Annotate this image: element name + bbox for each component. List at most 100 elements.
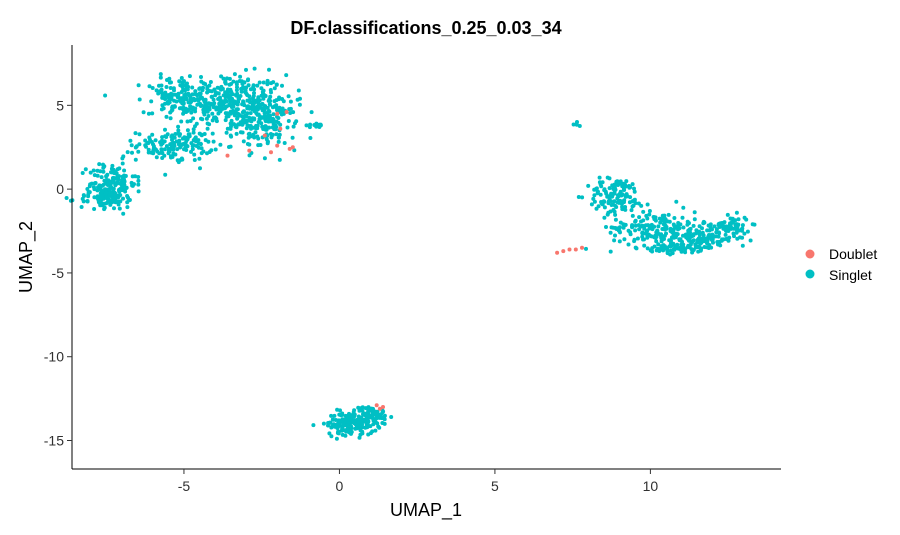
data-point-singlet bbox=[678, 222, 683, 227]
data-point-singlet bbox=[683, 250, 688, 255]
data-point-singlet bbox=[210, 111, 215, 116]
data-point-singlet bbox=[196, 145, 201, 150]
data-point-singlet bbox=[167, 149, 172, 153]
data-point-singlet bbox=[696, 245, 700, 249]
data-point-singlet bbox=[136, 175, 141, 179]
data-point-singlet bbox=[237, 122, 242, 127]
data-point-singlet bbox=[698, 241, 703, 245]
data-point-singlet bbox=[247, 142, 252, 147]
data-point-singlet bbox=[623, 205, 628, 209]
data-point-singlet bbox=[725, 226, 729, 231]
data-point-singlet bbox=[370, 414, 375, 419]
data-point-singlet bbox=[132, 182, 136, 187]
data-point-singlet bbox=[151, 151, 156, 156]
data-point-singlet bbox=[147, 84, 152, 89]
data-point-singlet bbox=[203, 82, 208, 86]
data-point-singlet bbox=[137, 132, 142, 137]
data-point-singlet bbox=[652, 244, 657, 249]
y-tick-label: 5 bbox=[56, 97, 64, 113]
data-point-singlet bbox=[373, 428, 378, 433]
data-point-singlet bbox=[179, 156, 184, 161]
data-point-singlet bbox=[248, 111, 253, 116]
data-point-singlet bbox=[149, 140, 154, 144]
data-point-singlet bbox=[100, 201, 104, 206]
data-point-singlet bbox=[164, 114, 169, 119]
data-point-singlet bbox=[163, 172, 168, 177]
data-point-singlet bbox=[195, 102, 200, 107]
data-point-singlet bbox=[637, 227, 642, 232]
data-point-singlet bbox=[376, 424, 381, 429]
data-point-singlet bbox=[624, 179, 629, 184]
data-point-singlet bbox=[136, 83, 141, 88]
data-point-singlet bbox=[635, 236, 640, 241]
data-point-singlet bbox=[697, 224, 702, 229]
data-point-singlet bbox=[179, 119, 184, 124]
data-point-singlet bbox=[681, 245, 686, 250]
data-point-singlet bbox=[228, 133, 233, 138]
data-point-singlet bbox=[188, 119, 193, 123]
x-axis-label: UMAP_1 bbox=[390, 500, 462, 521]
data-point-singlet bbox=[293, 121, 297, 126]
data-point-singlet bbox=[358, 428, 363, 433]
data-point-singlet bbox=[159, 150, 164, 154]
data-point-singlet bbox=[187, 132, 192, 137]
data-point-singlet bbox=[740, 223, 745, 228]
data-point-singlet bbox=[261, 96, 266, 101]
data-point-singlet bbox=[639, 203, 644, 208]
data-point-singlet bbox=[185, 144, 190, 149]
data-point-singlet bbox=[380, 421, 385, 425]
data-point-singlet bbox=[133, 157, 138, 162]
data-point-singlet bbox=[308, 122, 313, 127]
data-point-singlet bbox=[697, 232, 702, 237]
data-point-singlet bbox=[714, 227, 719, 232]
data-point-singlet bbox=[608, 209, 613, 214]
data-point-singlet bbox=[728, 216, 733, 221]
data-point-singlet bbox=[308, 136, 313, 140]
data-point-singlet bbox=[265, 81, 270, 86]
data-point-singlet bbox=[182, 93, 187, 98]
data-point-singlet bbox=[269, 81, 274, 86]
data-point-singlet bbox=[225, 76, 229, 81]
data-point-singlet bbox=[245, 111, 250, 116]
data-point-singlet bbox=[92, 181, 97, 186]
data-point-singlet bbox=[650, 227, 655, 232]
data-point-singlet bbox=[612, 238, 617, 243]
data-point-singlet bbox=[225, 126, 230, 131]
data-point-singlet bbox=[123, 186, 128, 191]
data-point-singlet bbox=[577, 124, 582, 128]
data-point-singlet bbox=[101, 169, 106, 174]
data-point-singlet bbox=[195, 92, 200, 97]
data-point-singlet bbox=[279, 110, 284, 114]
data-point-singlet bbox=[595, 191, 600, 196]
data-point-singlet bbox=[153, 138, 158, 143]
y-tick-label: -10 bbox=[44, 349, 64, 365]
data-point-singlet bbox=[650, 249, 655, 254]
data-point-singlet bbox=[97, 162, 102, 167]
data-point-singlet bbox=[108, 190, 113, 195]
data-point-singlet bbox=[220, 106, 225, 111]
data-point-doublet bbox=[381, 405, 385, 409]
data-point-singlet bbox=[352, 418, 357, 423]
data-point-singlet bbox=[179, 90, 184, 94]
data-point-singlet bbox=[174, 139, 179, 144]
data-point-singlet bbox=[266, 98, 271, 103]
data-point-singlet bbox=[205, 109, 210, 114]
data-point-singlet bbox=[270, 125, 275, 130]
data-point-singlet bbox=[647, 212, 652, 217]
data-point-singlet bbox=[247, 153, 252, 158]
data-point-singlet bbox=[198, 104, 203, 108]
data-point-singlet bbox=[265, 105, 270, 110]
data-point-singlet bbox=[91, 168, 96, 173]
data-point-singlet bbox=[607, 194, 612, 199]
data-point-singlet bbox=[122, 168, 127, 173]
data-point-singlet bbox=[205, 86, 210, 91]
data-point-singlet bbox=[733, 226, 738, 231]
data-point-singlet bbox=[680, 215, 685, 220]
data-point-singlet bbox=[170, 133, 175, 138]
data-point-singlet bbox=[617, 239, 622, 244]
data-point-singlet bbox=[645, 216, 650, 221]
data-point-singlet bbox=[223, 94, 228, 99]
data-point-singlet bbox=[228, 87, 233, 92]
data-point-singlet bbox=[589, 202, 594, 207]
data-point-singlet bbox=[701, 219, 706, 224]
